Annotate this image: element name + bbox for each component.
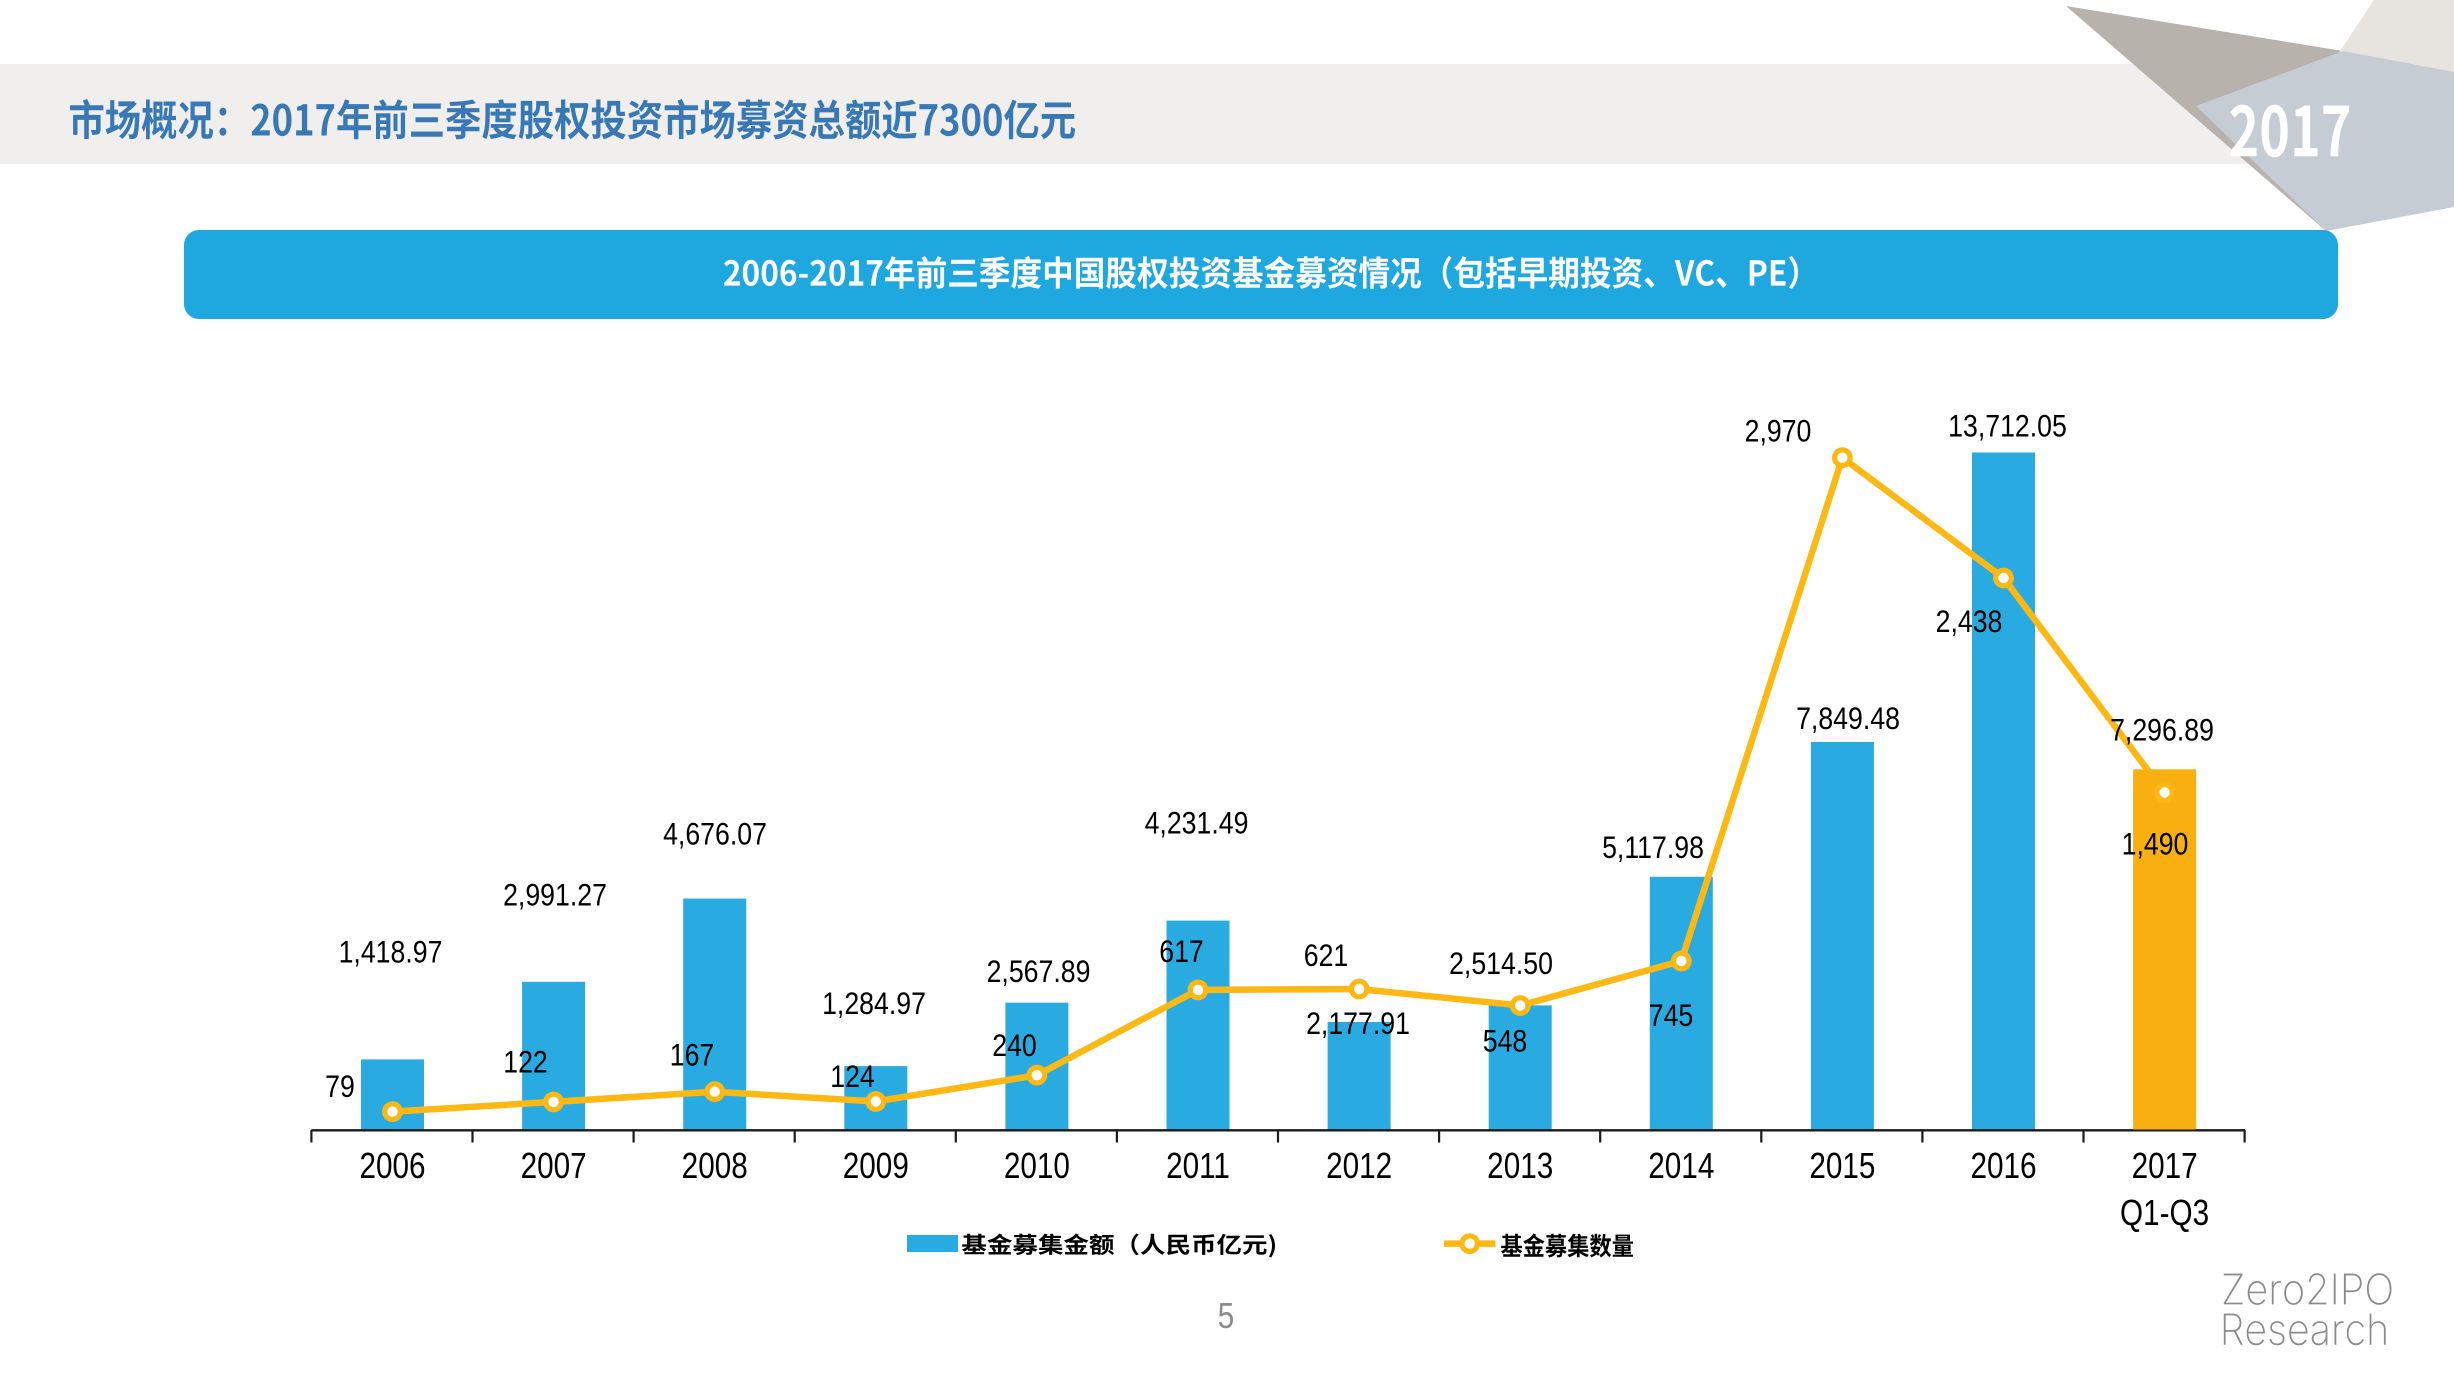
svg-text:122: 122 [503, 1044, 548, 1080]
svg-text:1,490: 1,490 [2122, 826, 2189, 862]
svg-text:5,117.98: 5,117.98 [1602, 830, 1704, 866]
svg-text:2,567.89: 2,567.89 [987, 954, 1091, 990]
svg-text:2017: 2017 [2132, 1146, 2198, 1186]
svg-text:2,438: 2,438 [1936, 604, 2003, 640]
svg-text:240: 240 [992, 1028, 1037, 1064]
svg-text:7,849.48: 7,849.48 [1796, 701, 1900, 737]
svg-text:617: 617 [1159, 934, 1204, 970]
svg-text:13,712.05: 13,712.05 [1948, 408, 2067, 444]
svg-text:2014: 2014 [1648, 1146, 1714, 1186]
svg-text:2006: 2006 [359, 1146, 425, 1186]
svg-text:124: 124 [830, 1059, 875, 1095]
svg-text:1,418.97: 1,418.97 [339, 934, 443, 970]
svg-text:2,177.91: 2,177.91 [1306, 1006, 1410, 1042]
svg-text:Q1-Q3: Q1-Q3 [2120, 1193, 2209, 1233]
svg-text:2007: 2007 [521, 1146, 587, 1186]
svg-text:2009: 2009 [843, 1146, 909, 1186]
svg-text:2016: 2016 [1970, 1146, 2036, 1186]
svg-text:1,284.97: 1,284.97 [822, 986, 926, 1022]
svg-text:2,514.50: 2,514.50 [1449, 946, 1553, 982]
svg-text:5: 5 [1218, 1296, 1235, 1336]
svg-text:621: 621 [1304, 938, 1349, 974]
svg-text:745: 745 [1649, 998, 1694, 1034]
svg-text:2011: 2011 [1166, 1146, 1230, 1186]
svg-text:4,231.49: 4,231.49 [1145, 805, 1249, 841]
svg-text:7,296.89: 7,296.89 [2110, 712, 2214, 748]
svg-text:2013: 2013 [1487, 1146, 1553, 1186]
svg-text:2,970: 2,970 [1745, 413, 1812, 449]
svg-text:2012: 2012 [1326, 1146, 1392, 1186]
svg-text:2008: 2008 [682, 1146, 748, 1186]
svg-text:2010: 2010 [1004, 1146, 1070, 1186]
svg-text:2,991.27: 2,991.27 [503, 877, 607, 913]
svg-text:2015: 2015 [1809, 1146, 1875, 1186]
svg-text:79: 79 [325, 1069, 355, 1105]
svg-text:167: 167 [670, 1037, 715, 1073]
svg-text:4,676.07: 4,676.07 [663, 816, 767, 852]
svg-text:548: 548 [1483, 1023, 1528, 1059]
